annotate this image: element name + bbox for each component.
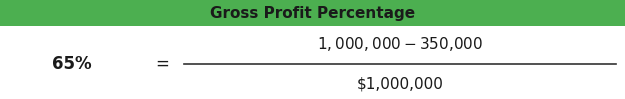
Text: 65%: 65% (52, 55, 92, 73)
Text: $1,000,000 - $350,000: $1,000,000 - $350,000 (317, 35, 483, 53)
Text: =: = (156, 55, 169, 73)
Text: $1,000,000: $1,000,000 (356, 77, 444, 92)
Bar (0, 0, 625, 26)
Text: Gross Profit Percentage: Gross Profit Percentage (210, 6, 415, 21)
